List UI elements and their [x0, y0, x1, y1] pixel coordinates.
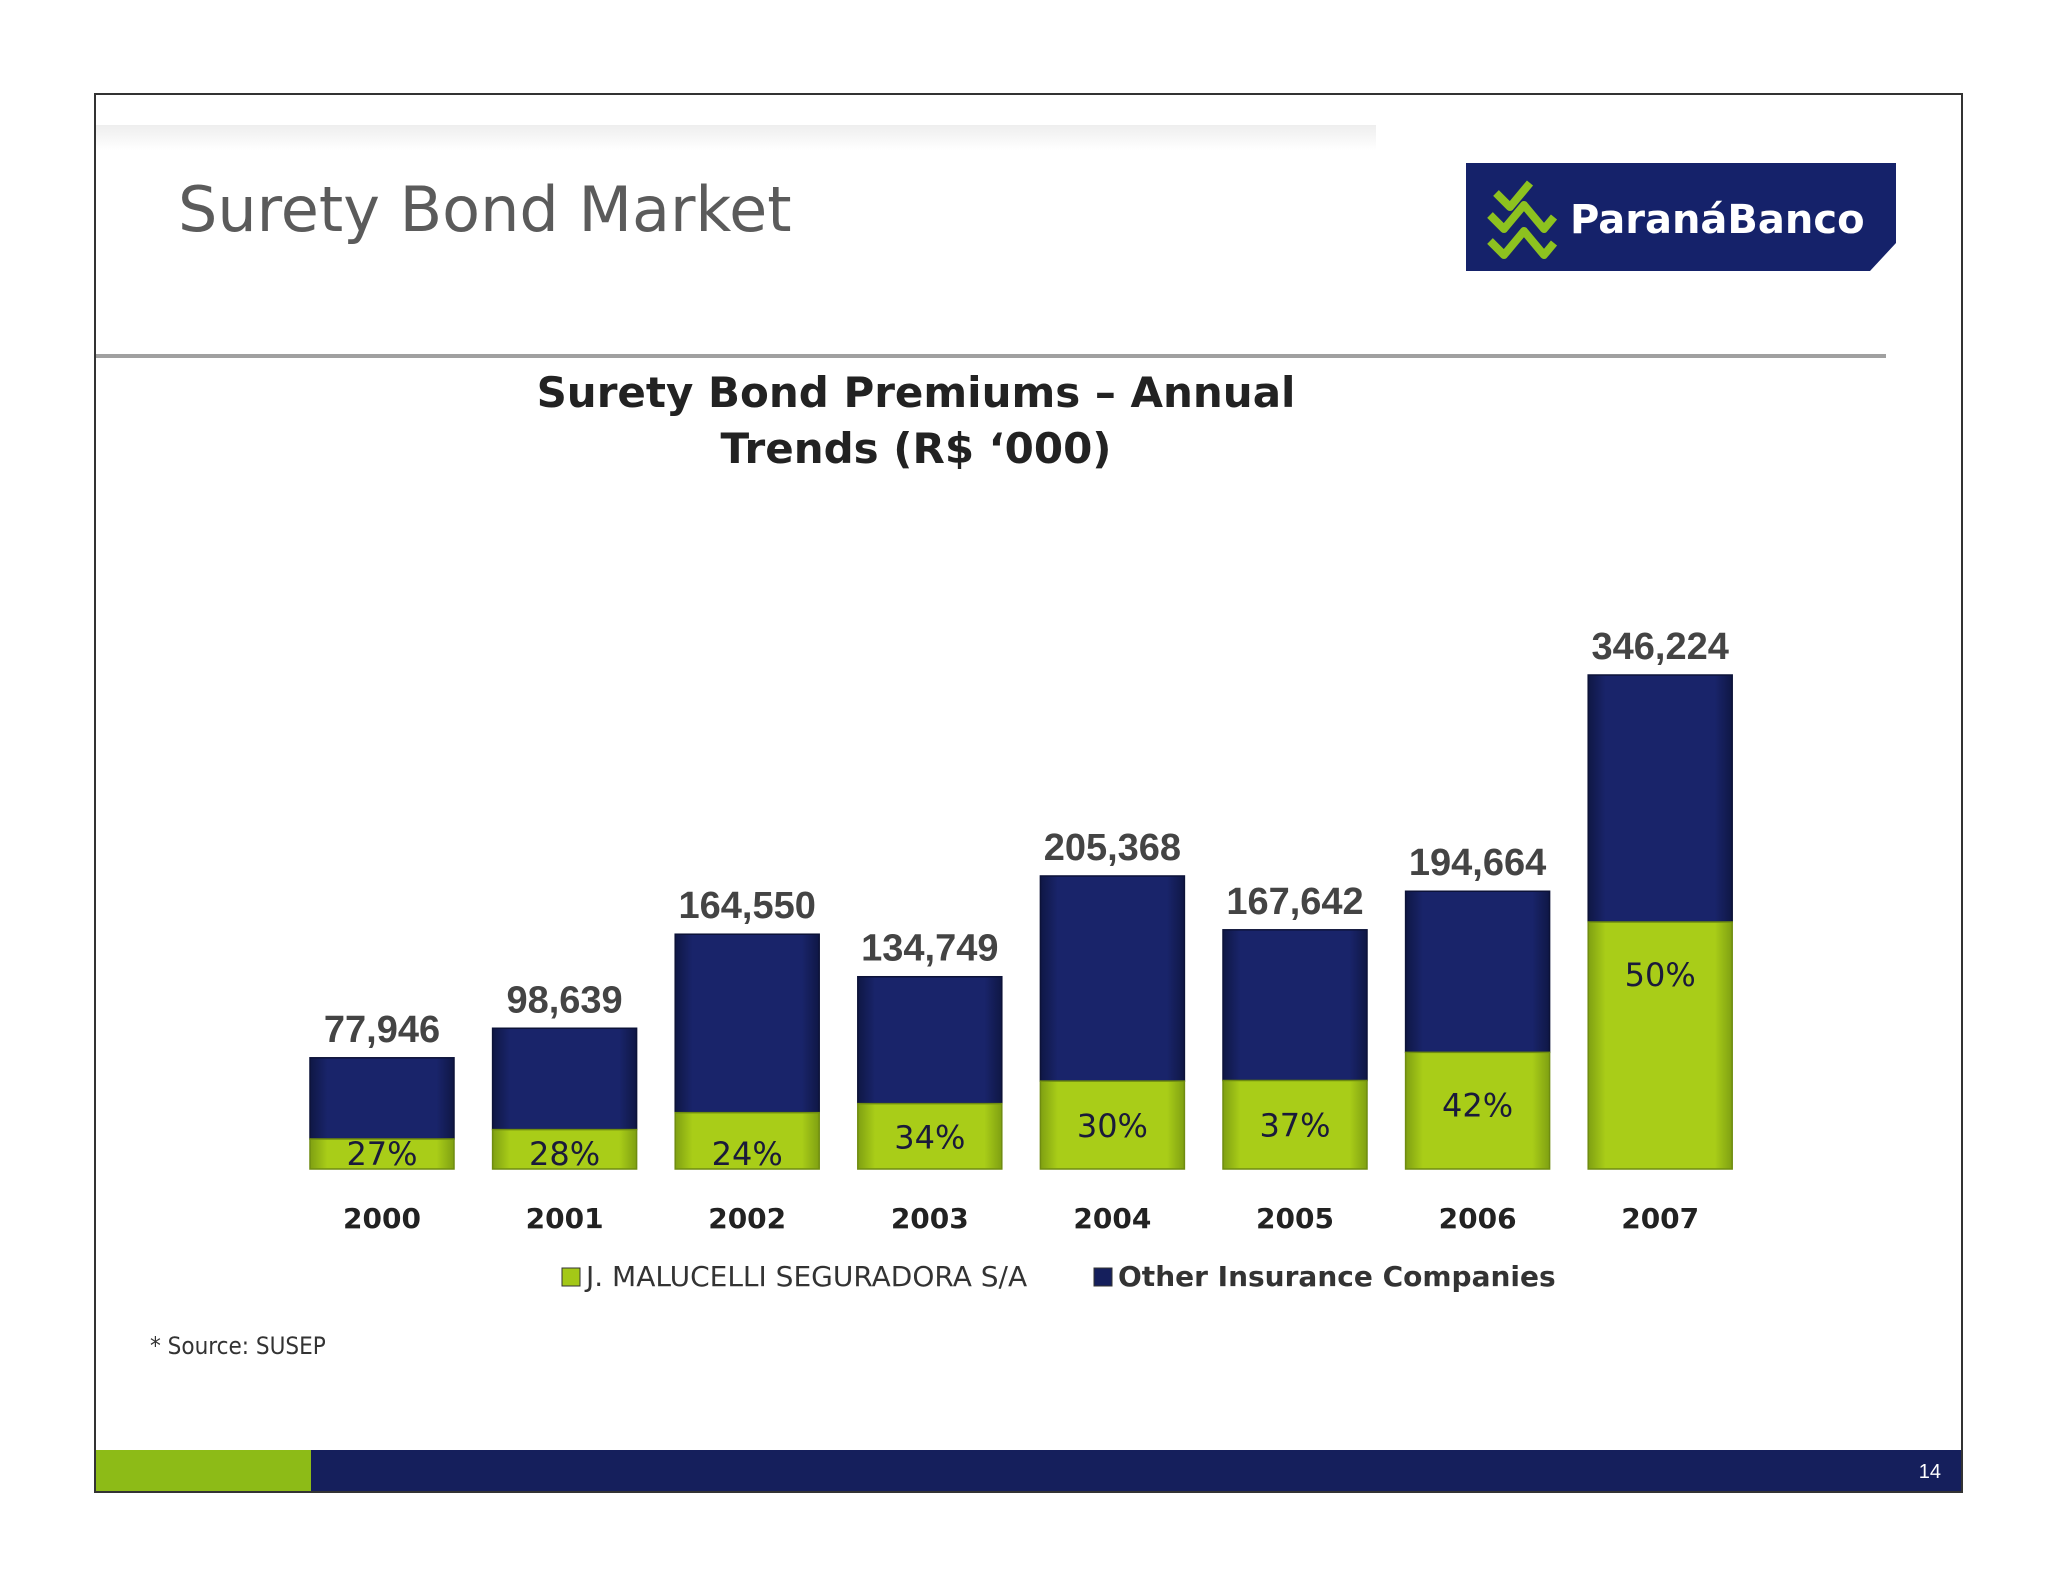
- slide: Surety Bond Market ParanáBanco: [94, 93, 1963, 1493]
- x-tick-2004: 2004: [1073, 1202, 1151, 1235]
- footer-navy-band: [311, 1450, 1961, 1491]
- legend-label-other: Other Insurance Companies: [1118, 1260, 1556, 1293]
- total-label-2002: 164,550: [679, 885, 816, 927]
- x-tick-2001: 2001: [526, 1202, 604, 1235]
- bar-other-2002: [674, 933, 820, 1114]
- bar-other-2003: [857, 975, 1003, 1105]
- bar-other-2004: [1039, 875, 1186, 1082]
- bar-malucelli-2004: [1039, 1080, 1186, 1170]
- total-label-2006: 194,664: [1409, 842, 1546, 884]
- share-label-2005: 37%: [1259, 1107, 1330, 1145]
- share-label-2006: 42%: [1442, 1086, 1513, 1124]
- header-divider: [96, 354, 1886, 358]
- bar-malucelli-2007: [1587, 921, 1733, 1170]
- share-label-2002: 24%: [712, 1135, 783, 1173]
- bar-other-2006: [1404, 890, 1551, 1054]
- bar-other-2000: [309, 1057, 455, 1140]
- x-tick-2007: 2007: [1621, 1202, 1699, 1235]
- source-note: * Source: SUSEP: [150, 1332, 326, 1360]
- total-label-2004: 205,368: [1044, 827, 1181, 869]
- bar-other-2007: [1587, 674, 1733, 923]
- bar-malucelli-2001: [491, 1128, 638, 1170]
- bar-malucelli-2002: [674, 1111, 820, 1170]
- chart-title-line-2: Trends (R$ ‘000): [720, 424, 1111, 473]
- share-label-2004: 30%: [1077, 1107, 1148, 1145]
- bar-malucelli-2000: [309, 1138, 455, 1170]
- x-tick-2005: 2005: [1256, 1202, 1334, 1235]
- bar-other-2005: [1222, 929, 1368, 1082]
- logo-mark-icon: [1487, 180, 1558, 259]
- total-label-2001: 98,639: [506, 979, 622, 1021]
- total-label-2003: 134,749: [861, 928, 998, 970]
- x-tick-2006: 2006: [1439, 1202, 1517, 1235]
- bars-group: 77,946 27% 2000 98,639 28% 2001 164,550 24% 2002…: [309, 626, 1733, 1235]
- total-label-2007: 346,224: [1592, 626, 1729, 668]
- legend-swatch-other: [1093, 1267, 1113, 1287]
- share-label-2000: 27%: [346, 1135, 417, 1173]
- slide-title: Surety Bond Market: [178, 173, 792, 246]
- x-tick-2003: 2003: [891, 1202, 969, 1235]
- bar-malucelli-2006: [1404, 1051, 1551, 1170]
- chart-legend: J. MALUCELLI SEGURADORA S/A Other Insuran…: [561, 1260, 1556, 1293]
- legend-swatch-malucelli: [561, 1267, 581, 1287]
- footer-green-band: [96, 1450, 311, 1491]
- bar-chart: Surety Bond Premiums – Annual Trends (R$…: [309, 368, 1733, 1293]
- share-label-2007: 50%: [1625, 956, 1696, 994]
- total-label-2000: 77,946: [324, 1009, 440, 1051]
- x-tick-2002: 2002: [708, 1202, 786, 1235]
- logo-text: ParanáBanco: [1570, 197, 1865, 243]
- chart-title-line-1: Surety Bond Premiums – Annual: [537, 368, 1296, 417]
- header-band: [96, 125, 1376, 335]
- bar-other-2001: [491, 1027, 638, 1131]
- legend-label-malucelli: J. MALUCELLI SEGURADORA S/A: [584, 1260, 1027, 1293]
- total-label-2005: 167,642: [1226, 881, 1363, 923]
- share-label-2003: 34%: [894, 1118, 965, 1156]
- bar-malucelli-2005: [1222, 1079, 1368, 1170]
- paranabanco-logo: ParanáBanco: [1466, 163, 1896, 271]
- share-label-2001: 28%: [529, 1135, 600, 1173]
- page-number: 14: [1918, 1461, 1941, 1483]
- x-tick-2000: 2000: [343, 1202, 421, 1235]
- bar-malucelli-2003: [857, 1102, 1003, 1170]
